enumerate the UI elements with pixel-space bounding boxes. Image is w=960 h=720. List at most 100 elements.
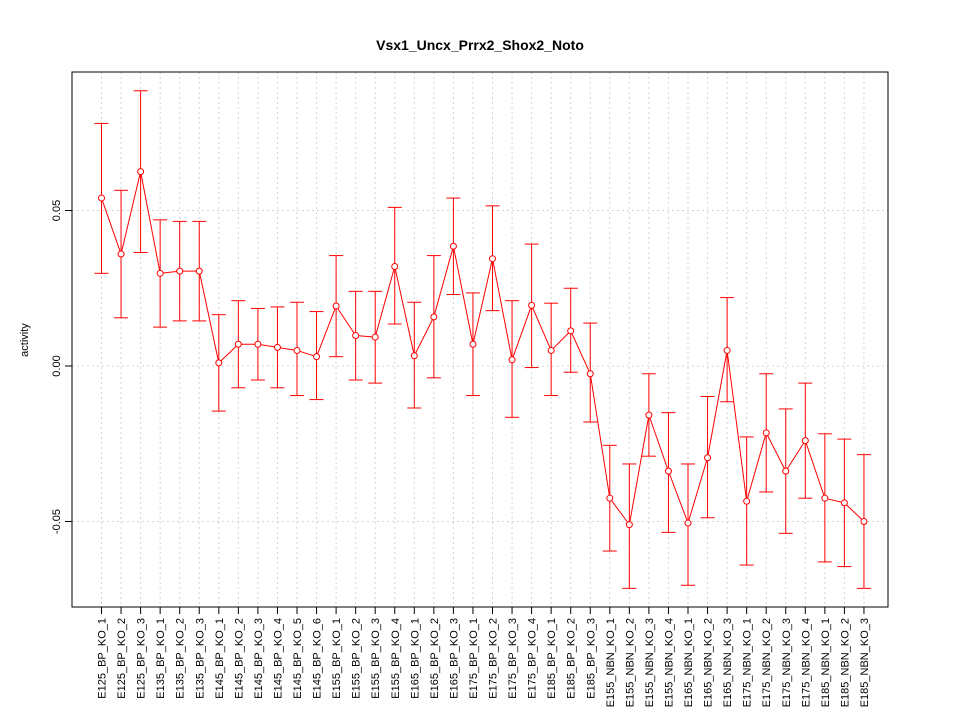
series-line-segment	[316, 305, 337, 357]
grid	[72, 72, 888, 607]
x-axis: E125_BP_KO_1 E125_BP_KO_2 E125_BP_KO_3 E135…	[97, 607, 871, 707]
y-tick-label: 0.05	[51, 200, 63, 221]
data-point	[723, 346, 731, 354]
x-tick-label: E145_BP_KO_3	[253, 618, 265, 699]
series-line-segment	[707, 350, 728, 458]
data-point	[391, 262, 399, 270]
x-tick-label: E185_NBN_KO_1	[820, 618, 832, 707]
data-point	[176, 267, 184, 275]
data-point	[645, 411, 653, 419]
x-tick-label: E135_BP_KO_2	[175, 618, 187, 699]
x-tick-label: E175_NBN_KO_4	[800, 618, 812, 707]
series-line-segment	[413, 316, 435, 356]
x-tick-label: E125_BP_KO_3	[136, 618, 148, 699]
data-point	[195, 267, 203, 275]
data-point	[625, 521, 633, 529]
series-line-segment	[628, 415, 650, 525]
series-line-segment	[198, 271, 220, 363]
data-point	[508, 356, 516, 364]
x-tick-label: E155_BP_KO_4	[390, 618, 402, 699]
data-point	[137, 168, 145, 176]
data-point	[840, 499, 848, 507]
x-tick-label: E165_BP_KO_3	[448, 618, 460, 699]
data-point	[156, 269, 164, 277]
series-line-segment	[472, 258, 493, 345]
x-tick-label: E175_BP_KO_2	[488, 618, 500, 699]
series-line-segment	[452, 246, 474, 345]
data-point	[430, 313, 438, 321]
data-point	[547, 346, 555, 354]
x-tick-label: E185_BP_KO_3	[585, 618, 597, 699]
series-line-segment	[492, 258, 513, 360]
x-tick-label: E145_BP_KO_4	[272, 618, 284, 699]
x-tick-label: E185_NBN_KO_2	[839, 618, 851, 707]
series-line-segment	[511, 305, 533, 360]
data-point	[332, 302, 340, 310]
data-point	[410, 352, 418, 360]
data-point	[567, 327, 575, 335]
y-tick-label: 0.00	[51, 355, 63, 376]
x-tick-label: E145_BP_KO_2	[233, 618, 245, 699]
x-tick-label: E155_NBN_KO_1	[605, 618, 617, 707]
data-point	[215, 359, 223, 367]
y-tick-label: -0.05	[51, 509, 63, 534]
data-point	[273, 343, 281, 351]
x-tick-label: E185_NBN_KO_3	[859, 618, 871, 707]
data-point	[293, 346, 301, 354]
data-point	[586, 370, 594, 378]
x-tick-label: E175_BP_KO_3	[507, 618, 519, 699]
x-tick-label: E175_BP_KO_4	[527, 618, 539, 699]
series-line-segment	[726, 350, 748, 502]
chart-title: Vsx1_Uncx_Prrx2_Shox2_Noto	[376, 37, 584, 53]
x-tick-label: E135_BP_KO_3	[194, 618, 206, 699]
data-point	[449, 242, 457, 250]
x-tick-label: E155_BP_KO_1	[331, 618, 343, 699]
series-line-segment	[609, 497, 630, 525]
data-point	[801, 437, 809, 445]
series-line-segment	[394, 266, 415, 356]
series-line-segment	[589, 373, 611, 499]
x-tick-label: E185_BP_KO_2	[566, 618, 578, 699]
series-line-segment	[785, 440, 806, 472]
data-point	[860, 518, 868, 525]
data-point	[664, 467, 672, 475]
data-point	[489, 255, 496, 263]
series-line-segment	[531, 305, 552, 351]
data-point	[782, 467, 790, 475]
y-axis: -0.05 0.00 0.05	[51, 200, 72, 534]
data-point	[606, 494, 614, 502]
x-tick-label: E125_BP_KO_1	[97, 618, 109, 699]
x-tick-label: E165_NBN_KO_2	[703, 618, 715, 707]
data-point	[469, 340, 477, 348]
x-tick-label: E165_NBN_KO_3	[722, 618, 734, 707]
x-tick-label: E145_BP_KO_6	[312, 618, 324, 699]
plot-frame	[71, 71, 889, 608]
x-tick-label: E125_BP_KO_2	[116, 618, 128, 699]
y-axis-label: activity	[19, 323, 31, 357]
x-tick-label: E155_NBN_KO_3	[644, 618, 656, 707]
x-tick-label: E135_BP_KO_1	[155, 618, 167, 699]
data-point	[371, 333, 379, 341]
x-tick-label: E165_BP_KO_1	[409, 618, 421, 699]
data-point	[684, 519, 692, 527]
x-tick-label: E175_NBN_KO_2	[761, 618, 773, 707]
x-tick-label: E175_BP_KO_1	[468, 618, 480, 699]
series-line-segment	[433, 246, 454, 317]
series-line-segment	[765, 432, 787, 472]
data-point	[743, 497, 751, 505]
series-line-segment	[120, 171, 142, 255]
series-line-segment	[140, 171, 161, 274]
x-tick-label: E155_NBN_KO_2	[624, 618, 636, 707]
series-line-segment	[667, 470, 689, 524]
data-point	[704, 454, 712, 462]
series-line-segment	[374, 266, 396, 338]
series-line-segment	[746, 432, 767, 502]
x-tick-label: E155_BP_KO_3	[370, 618, 382, 699]
series-line-segment	[101, 197, 122, 255]
x-tick-label: E175_NBN_KO_3	[781, 618, 793, 707]
data-point	[821, 494, 829, 502]
data-point	[234, 340, 242, 348]
data-point	[313, 353, 321, 361]
x-tick-label: E175_NBN_KO_1	[742, 618, 754, 707]
x-tick-label: E145_BP_KO_5	[292, 618, 304, 699]
